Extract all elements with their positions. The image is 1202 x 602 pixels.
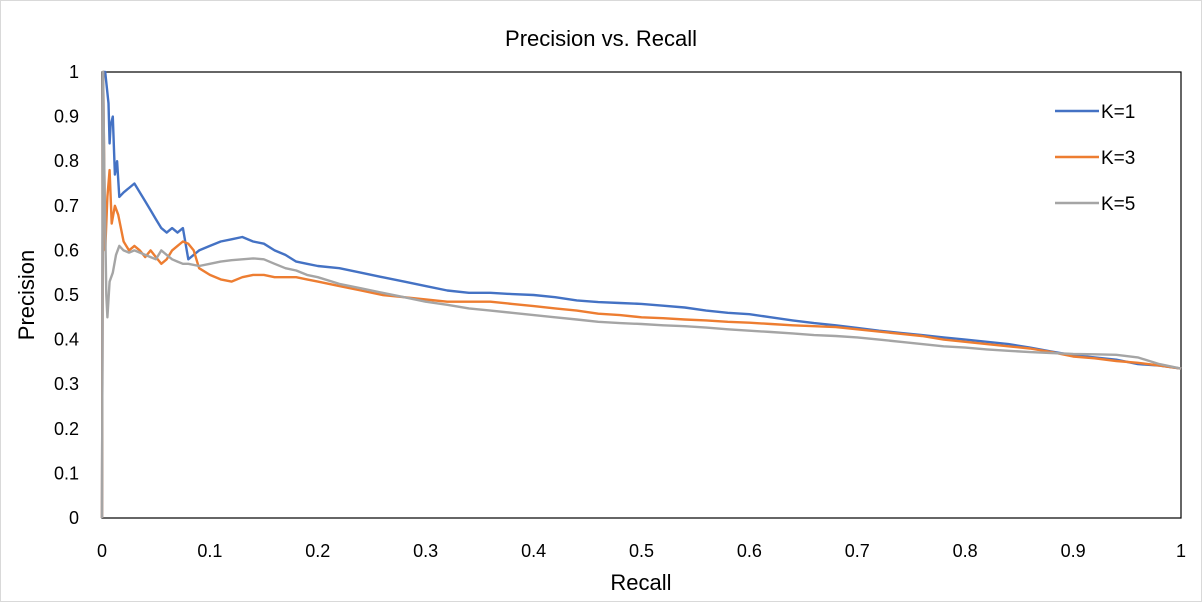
x-tick-label: 0.7 — [845, 541, 870, 561]
x-tick-label: 0 — [97, 541, 107, 561]
legend-label: K=5 — [1101, 194, 1135, 215]
x-tick-label: 0.6 — [737, 541, 762, 561]
x-axis-label: Recall — [610, 570, 671, 595]
y-tick-label: 0.9 — [54, 107, 79, 127]
series-layer — [100, 70, 1182, 519]
x-tick-label: 0.2 — [305, 541, 330, 561]
series-line-k-5 — [100, 70, 1182, 519]
x-tick-label: 1 — [1176, 541, 1186, 561]
y-tick-label: 0.6 — [54, 240, 79, 260]
plot-area — [101, 71, 1182, 519]
x-tick-label: 0.1 — [197, 541, 222, 561]
x-tick-label: 0.3 — [413, 541, 438, 561]
series-line-k-3 — [100, 70, 1182, 519]
y-tick-label: 0.5 — [54, 285, 79, 305]
series-line-k-1 — [100, 70, 1182, 519]
y-tick-label: 0.8 — [54, 151, 79, 171]
x-tick-label: 0.9 — [1061, 541, 1086, 561]
y-tick-label: 1 — [69, 62, 79, 82]
y-tick-label: 0.7 — [54, 196, 79, 216]
legend-label: K=3 — [1101, 148, 1135, 169]
legend-label: K=1 — [1101, 102, 1135, 123]
y-axis-label: Precision — [14, 250, 39, 340]
y-tick-label: 0.2 — [54, 419, 79, 439]
legend: K=1 K=3 K=5 — [1055, 102, 1135, 215]
y-tick-label: 0.1 — [54, 463, 79, 483]
y-tick-label: 0 — [69, 508, 79, 528]
x-axis-ticks: 0 0.1 0.2 0.3 0.4 0.5 0.6 0.7 0.8 0.9 1 — [97, 541, 1186, 561]
y-tick-label: 0.4 — [54, 330, 79, 350]
y-axis-ticks: 0 0.1 0.2 0.3 0.4 0.5 0.6 0.7 0.8 0.9 1 — [54, 62, 79, 528]
x-tick-label: 0.8 — [953, 541, 978, 561]
x-tick-label: 0.5 — [629, 541, 654, 561]
chart-title: Precision vs. Recall — [505, 26, 697, 51]
y-tick-label: 0.3 — [54, 374, 79, 394]
x-tick-label: 0.4 — [521, 541, 546, 561]
